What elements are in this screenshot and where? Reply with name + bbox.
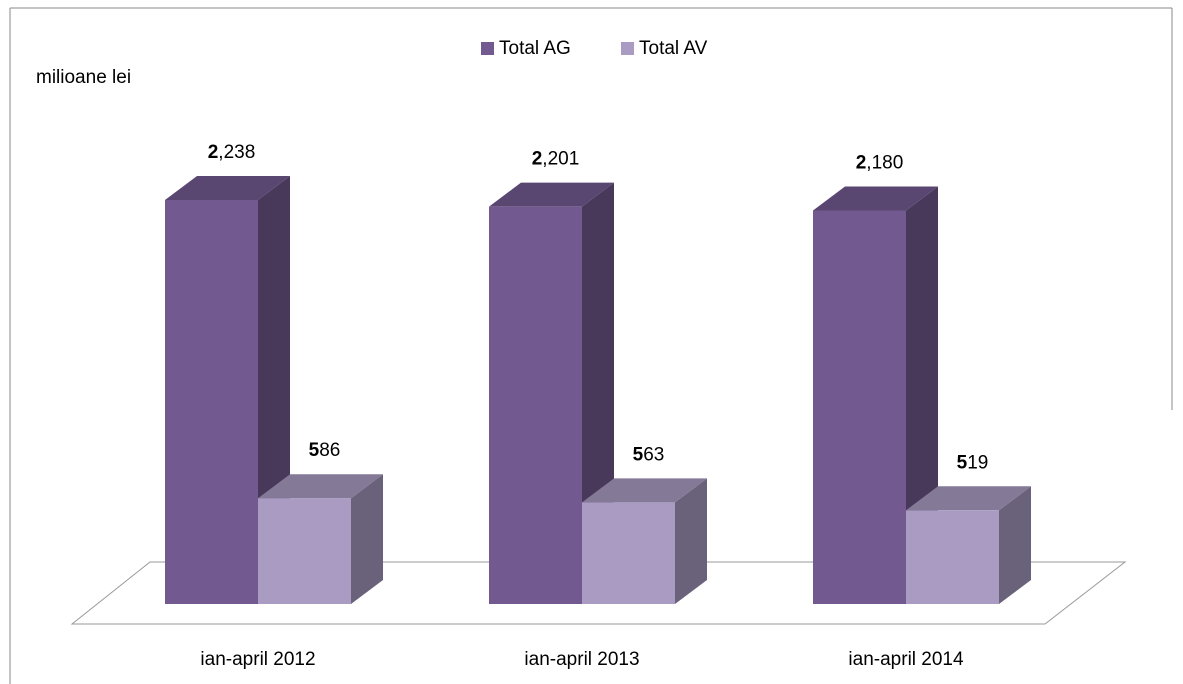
data-label: 563 (633, 444, 665, 465)
bar-top (489, 182, 614, 207)
frame (9, 7, 1173, 684)
x-tick-label: ian-april 2013 (524, 649, 639, 670)
bar (582, 478, 707, 604)
data-label: 519 (957, 452, 989, 473)
bar-top (906, 486, 1031, 511)
bar-side (351, 474, 383, 604)
x-tick-label: ian-april 2012 (200, 649, 315, 670)
legend-label: Total AV (639, 38, 708, 59)
bar-front (489, 206, 582, 604)
floor (70, 561, 1127, 625)
legend-label: Total AG (499, 38, 571, 59)
data-label: 2,201 (532, 149, 580, 170)
bar-top (258, 474, 383, 499)
data-label: 2,238 (208, 142, 256, 163)
y-axis-label: milioane lei (36, 67, 131, 88)
data-label: 586 (309, 440, 341, 461)
bar (906, 486, 1031, 604)
bar (258, 474, 383, 604)
data-label: 2,180 (856, 152, 904, 173)
bar-front (582, 502, 675, 604)
bar-side (675, 478, 707, 604)
legend-swatch (621, 42, 634, 55)
bar-front (906, 510, 999, 604)
bar-front (165, 200, 258, 604)
bar-top (813, 186, 938, 211)
legend-swatch (481, 42, 494, 55)
bar-top (582, 478, 707, 503)
x-tick-label: ian-april 2014 (848, 649, 964, 670)
bar-front (813, 210, 906, 604)
bar-top (165, 176, 290, 200)
bar-front (258, 498, 351, 604)
bar-side (999, 486, 1031, 604)
